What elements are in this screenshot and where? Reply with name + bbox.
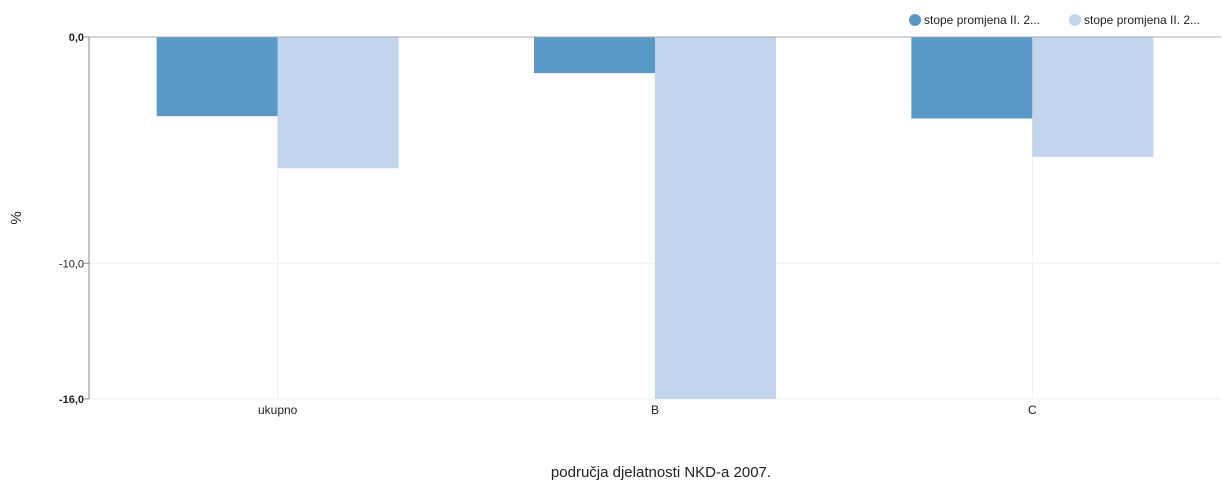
bar-c-series-1[interactable] — [911, 37, 1033, 119]
bar-c-series-2[interactable] — [1032, 37, 1154, 157]
legend-label: stope promjena II. 2... — [1084, 13, 1200, 27]
x-tick-label: C — [1028, 403, 1037, 417]
bar-ukupno-series-2[interactable] — [277, 37, 399, 169]
y-tick-label: -10,0 — [59, 258, 84, 270]
legend-swatch — [1069, 14, 1081, 26]
legend-label: stope promjena II. 2... — [924, 13, 1040, 27]
x-tick-label: ukupno — [258, 403, 298, 417]
x-axis-title: područja djelatnosti NKD-a 2007. — [551, 464, 771, 481]
bars — [156, 37, 1154, 399]
legend-item-1[interactable]: stope promjena II. 2... — [909, 13, 1040, 27]
axes: 0,0 -10,0 -16,0 ukupno B C — [59, 32, 1221, 417]
legend-swatch — [909, 14, 921, 26]
bar-ukupno-series-1[interactable] — [156, 37, 278, 117]
legend[interactable]: stope promjena II. 2... stope promjena II… — [909, 13, 1200, 27]
x-tick-label: B — [651, 403, 659, 417]
y-axis-title: % — [8, 211, 25, 224]
legend-item-2[interactable]: stope promjena II. 2... — [1069, 13, 1200, 27]
y-tick-label: 0,0 — [69, 32, 84, 44]
bar-b-series-1[interactable] — [534, 37, 655, 74]
bar-b-series-2[interactable] — [655, 37, 776, 399]
y-tick-label: -16,0 — [59, 394, 84, 406]
